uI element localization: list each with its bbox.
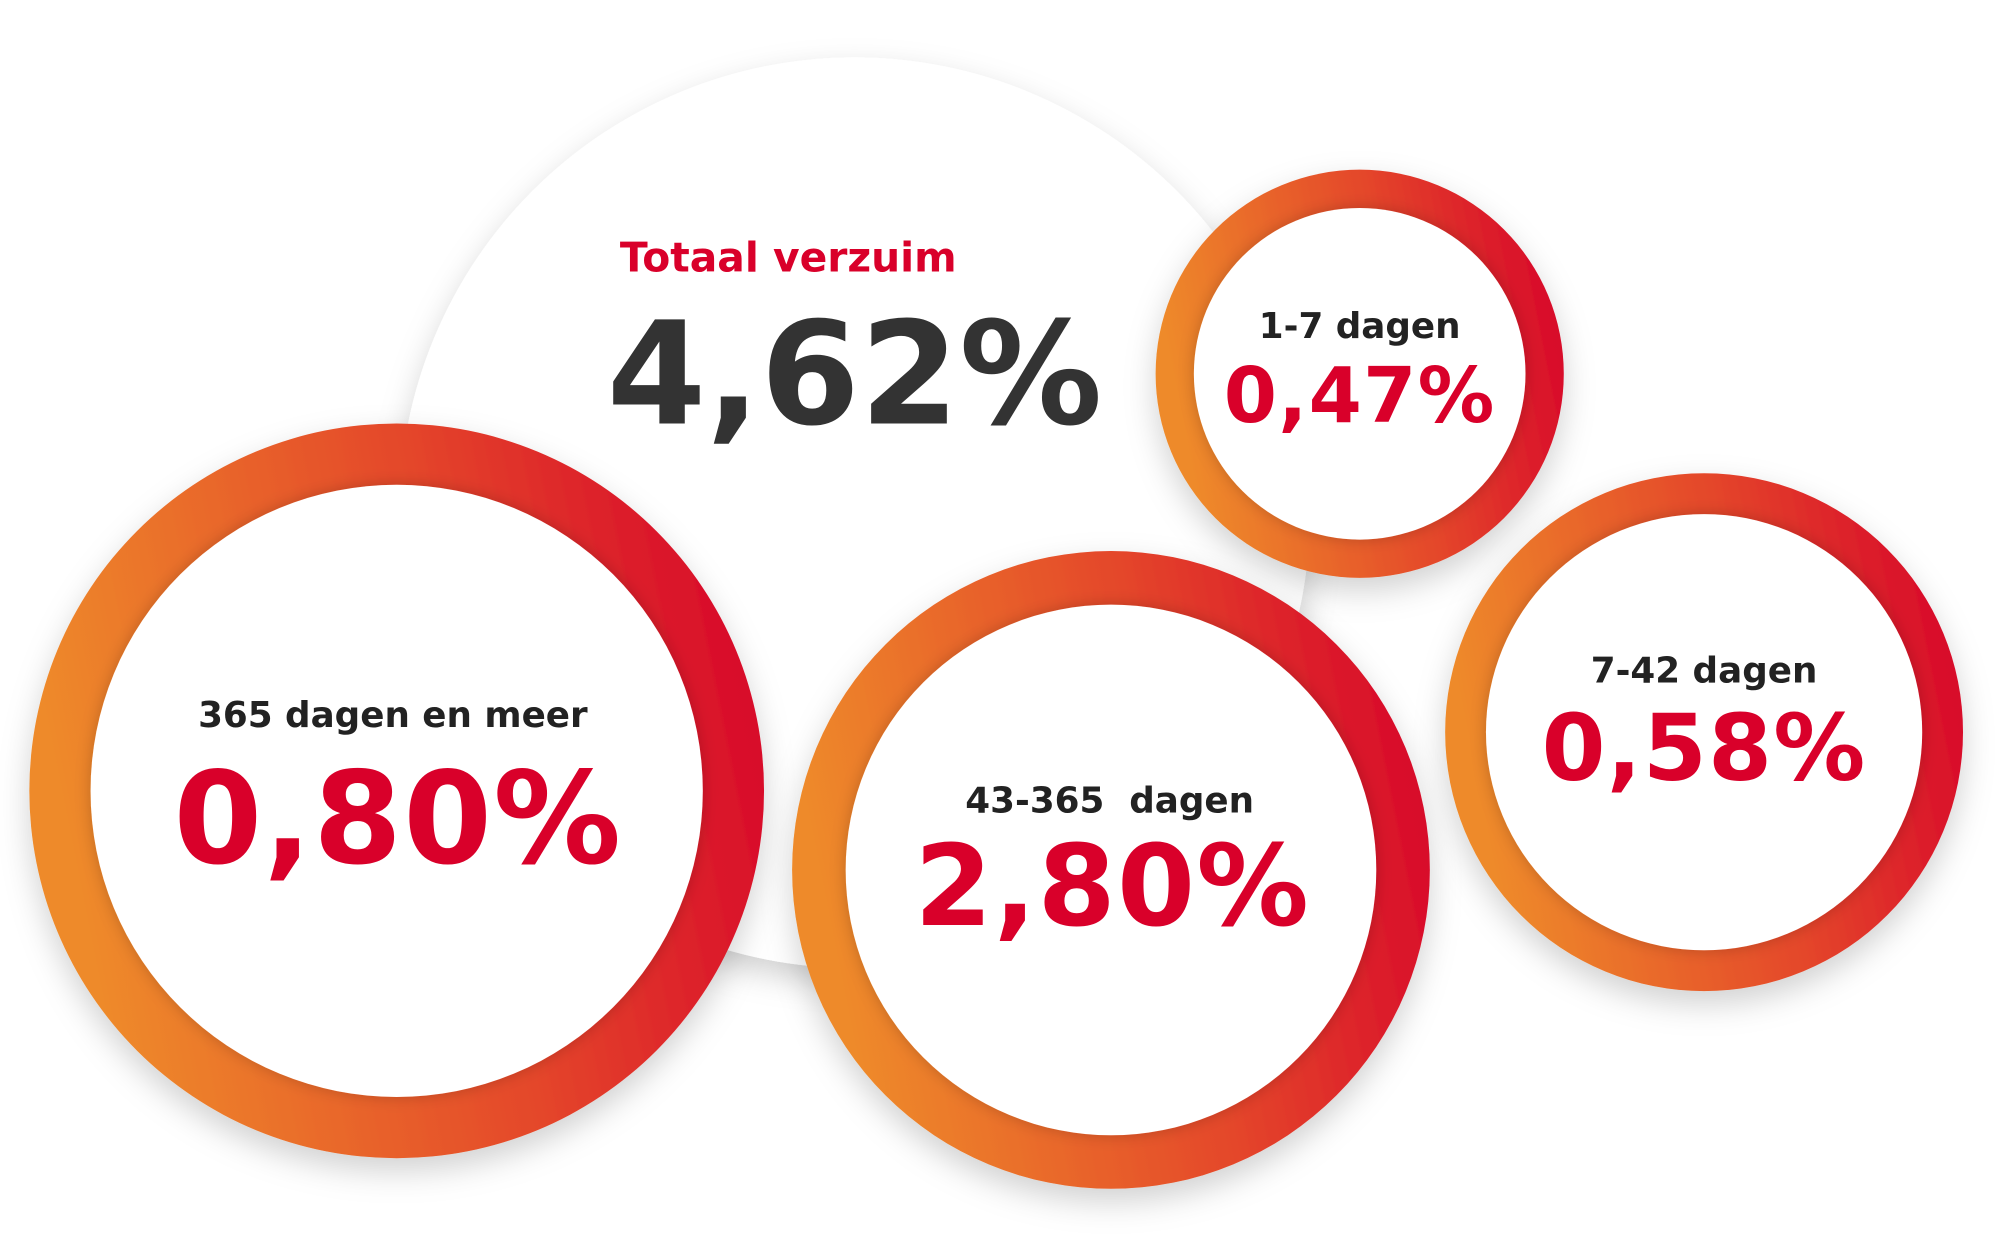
ring-inner xyxy=(1485,514,1923,951)
bubble-value: 0,58% xyxy=(1542,694,1867,801)
bubble-value: 2,80% xyxy=(914,822,1310,952)
bubble-label: 1-7 dagen xyxy=(1259,306,1461,347)
bubble-label: 365 dagen en meer xyxy=(198,695,588,736)
ring-inner xyxy=(845,604,1377,1136)
bubble-label: 43-365 dagen xyxy=(965,781,1254,822)
total-label: Totaal verzuim xyxy=(620,234,957,282)
bubble-value: 0,47% xyxy=(1224,352,1496,441)
total-value: 4,62% xyxy=(607,291,1103,458)
bubble-label: 7-42 dagen xyxy=(1591,650,1818,691)
ring-inner xyxy=(90,484,703,1097)
bubble-value: 0,80% xyxy=(174,745,623,893)
ring-inner xyxy=(1193,207,1526,540)
